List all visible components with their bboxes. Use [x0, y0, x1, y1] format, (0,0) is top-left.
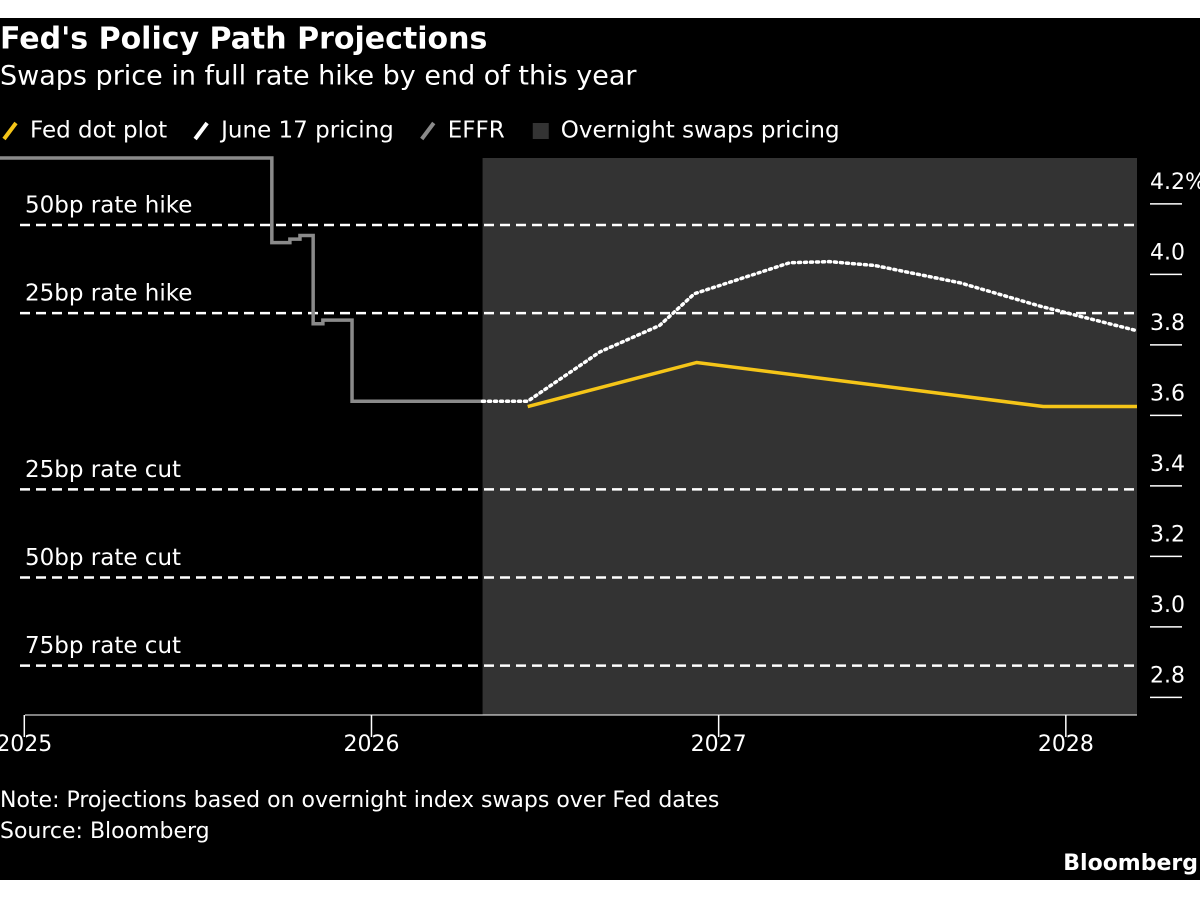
x-tick-label: 2026: [343, 732, 399, 757]
shaded-region: [482, 158, 1137, 715]
plot-area: 50bp rate hike 25bp rate hike 25bp rate cu…: [0, 156, 1200, 757]
reference-label: 25bp rate hike: [25, 281, 192, 307]
y-tick-label: 3.6: [1150, 381, 1185, 406]
reference-label: 25bp rate cut: [25, 457, 181, 483]
legend-marker: [2, 121, 18, 141]
source: Source: Bloomberg: [0, 819, 210, 844]
y-tick-label: 4.0: [1150, 240, 1185, 265]
chart-title: Fed's Policy Path Projections: [0, 22, 487, 57]
legend-marker: [193, 121, 209, 141]
reference-label: 75bp rate cut: [25, 633, 181, 659]
x-tick-label: 2025: [0, 732, 52, 757]
series-line: [480, 259, 1139, 403]
legend-marker: [532, 123, 549, 139]
note: Note: Projections based on overnight ind…: [0, 788, 719, 813]
y-tick-label: 4.2%: [1150, 170, 1200, 195]
legend-label: June 17 pricing: [219, 118, 394, 144]
brand: Bloomberg: [1063, 851, 1198, 876]
y-tick-label: 3.2: [1150, 522, 1185, 547]
legend: Fed dot plot June 17 pricing EFFR Overnight…: [2, 118, 840, 144]
legend-label: EFFR: [448, 118, 505, 144]
legend-label: Overnight swaps pricing: [561, 118, 840, 144]
x-tick-label: 2027: [691, 732, 747, 757]
series-line: [527, 360, 1137, 409]
chart-subtitle: Swaps price in full rate hike by end of …: [0, 61, 637, 92]
legend-label: Fed dot plot: [30, 118, 167, 144]
reference-label: 50bp rate cut: [25, 545, 181, 571]
y-tick-label: 2.8: [1150, 663, 1185, 688]
y-tick-label: 3.8: [1150, 311, 1185, 336]
y-tick-label: 3.4: [1150, 452, 1185, 477]
y-tick-label: 3.0: [1150, 593, 1185, 618]
series-line: [0, 156, 483, 403]
legend-marker: [420, 121, 436, 141]
x-tick-label: 2028: [1038, 732, 1094, 757]
reference-label: 50bp rate hike: [25, 192, 192, 218]
